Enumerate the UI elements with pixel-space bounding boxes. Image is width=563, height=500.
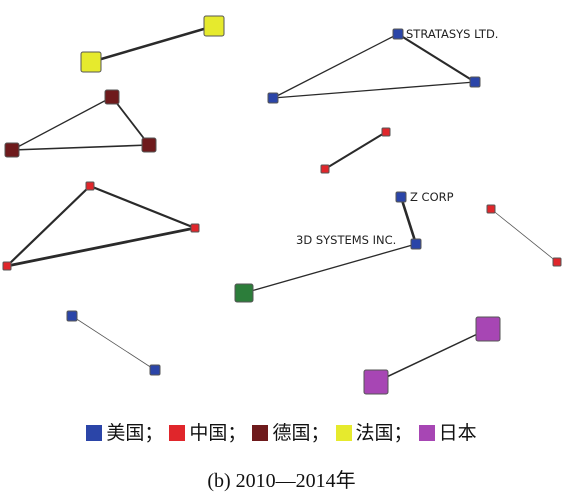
nodes — [2, 15, 562, 395]
node-china-short-bottom — [320, 164, 330, 174]
node-japan-1 — [475, 316, 501, 342]
figure-caption: (b) 2010—2014年 — [207, 470, 356, 492]
edge-3dsystems-green — [243, 243, 417, 294]
label-3dsystems: 3D SYSTEMS INC. — [296, 233, 396, 247]
legend-item-us: 美国； — [86, 418, 163, 445]
edge-stratasys-right — [397, 33, 476, 83]
edge-china-right — [490, 208, 558, 263]
edge-us-left-right — [272, 81, 476, 99]
edge-japan-pair — [375, 328, 489, 383]
legend-label-germany: 德国； — [272, 422, 330, 444]
node-us-bottom-right — [149, 364, 161, 376]
node-china-tri-top — [85, 181, 95, 191]
node-us-right — [469, 76, 481, 88]
label-zcorp: Z CORP — [410, 190, 454, 204]
node-us-bottom-left — [66, 310, 78, 322]
node-stratasys — [392, 28, 404, 40]
label-stratasys: STRATASYS LTD. — [406, 27, 498, 41]
node-green — [234, 283, 254, 303]
legend-label-us: 美国； — [106, 422, 164, 444]
legend-swatch-germany — [252, 425, 269, 441]
node-china-tri-left — [2, 261, 12, 271]
node-3dsystems — [410, 238, 422, 250]
legend-label-china: 中国； — [189, 422, 247, 444]
legend-item-germany: 德国； — [252, 418, 330, 445]
node-china-right-top — [486, 204, 496, 214]
edge-germany-top-left — [11, 96, 113, 151]
legend-label-france: 法国； — [355, 422, 413, 444]
edge-zcorp-3dsystems — [399, 196, 418, 245]
legend-swatch-france — [335, 425, 352, 441]
legend: 美国； 中国； 德国； 法国； 日本 — [0, 418, 563, 445]
edges — [6, 24, 558, 383]
legend-swatch-japan — [418, 425, 435, 441]
node-us-left — [267, 92, 279, 104]
legend-swatch-us — [86, 425, 103, 441]
edge-germany-left-right — [11, 144, 150, 151]
node-china-right-bottom — [552, 257, 562, 267]
legend-swatch-china — [169, 425, 186, 441]
network-diagram: STRATASYS LTD. Z CORP 3D SYSTEMS INC. — [2, 15, 562, 395]
node-france-1 — [80, 51, 102, 73]
edge-china-tri-top-right — [89, 184, 196, 230]
legend-item-china: 中国； — [169, 418, 246, 445]
node-germany-top — [104, 89, 120, 105]
legend-item-japan: 日本 — [418, 418, 477, 445]
node-zcorp — [395, 191, 407, 203]
edge-china-short — [324, 131, 387, 170]
edge-us-bottom — [71, 315, 156, 371]
edge-germany-top-right — [111, 96, 150, 146]
node-china-tri-right — [190, 223, 200, 233]
edge-china-tri-top-left — [6, 185, 91, 267]
legend-label-japan: 日本 — [438, 422, 477, 444]
node-germany-right — [141, 137, 157, 153]
node-germany-left — [4, 142, 20, 158]
edge-china-tri-bottom — [6, 226, 196, 268]
node-france-2 — [203, 15, 225, 37]
edge-stratasys-left — [272, 33, 399, 99]
legend-item-france: 法国； — [335, 418, 413, 445]
node-japan-2 — [363, 369, 389, 395]
node-china-short-top — [381, 127, 391, 137]
edge-france-pair — [90, 24, 215, 64]
